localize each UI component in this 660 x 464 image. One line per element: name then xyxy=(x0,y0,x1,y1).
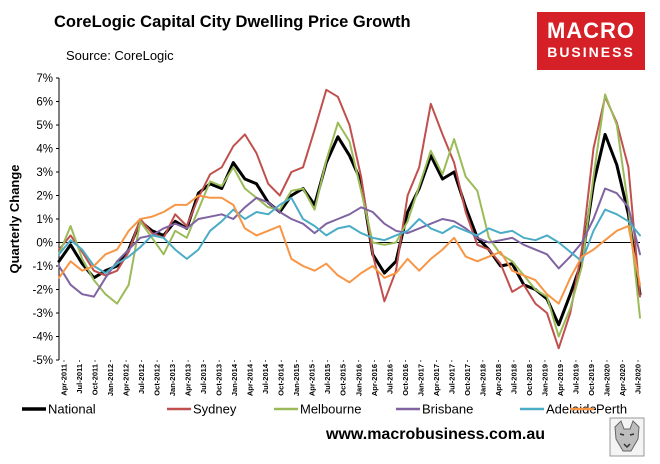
x-tick-label: Apr-2014 xyxy=(246,363,255,396)
x-tick-label: Jan-2013 xyxy=(168,364,177,396)
chart-subtitle: Source: CoreLogic xyxy=(66,48,174,63)
y-tick-label: 6% xyxy=(36,97,53,109)
y-tick-label: -3% xyxy=(33,308,53,320)
logo-line-1: MACRO xyxy=(546,18,636,43)
series-line-sydney xyxy=(58,88,641,350)
x-tick-label: Oct-2012 xyxy=(153,364,162,396)
x-tick-label: Apr-2011 xyxy=(60,364,69,396)
logo-line-2: BUSINESS xyxy=(547,44,635,60)
x-tick-label: Apr-2015 xyxy=(308,364,317,396)
legend-label-brisbane: Brisbane xyxy=(422,402,473,417)
x-tick-label: Jan-2019 xyxy=(540,364,549,396)
y-axis-label: Quarterly Change xyxy=(7,164,22,273)
legend-label-sydney: Sydney xyxy=(193,402,237,417)
legend-label-perth: Perth xyxy=(596,402,627,417)
x-tick-label: Apr-2016 xyxy=(370,364,379,396)
x-tick-label: Apr-2019 xyxy=(556,364,565,396)
wolf-icon xyxy=(609,417,645,457)
x-tick-label: Apr-2012 xyxy=(122,364,131,396)
x-tick-label: Oct-2013 xyxy=(215,364,224,396)
x-tick-label: Jan-2017 xyxy=(416,364,425,396)
x-tick-label: Oct-2011 xyxy=(91,364,100,395)
legend-label-national: National xyxy=(48,402,96,417)
y-tick-label: -2% xyxy=(33,285,53,297)
series-line-perth xyxy=(58,194,641,305)
website-url: www.macrobusiness.com.au xyxy=(326,426,546,443)
series-line-melbourne xyxy=(58,93,641,338)
x-tick-label: Apr-2020 xyxy=(618,364,627,396)
y-tick-label: -4% xyxy=(33,332,53,344)
x-tick-label: Jan-2016 xyxy=(354,364,363,396)
x-tick-label: Jul-2020 xyxy=(634,364,643,394)
y-tick-label: 4% xyxy=(36,144,53,156)
x-tick-label: Jul-2017 xyxy=(447,364,456,394)
x-tick-label: Oct-2019 xyxy=(587,364,596,396)
series-line-brisbane xyxy=(58,187,641,298)
y-tick-label: 2% xyxy=(36,191,53,203)
x-tick-label: Oct-2015 xyxy=(339,364,348,396)
x-tick-label: Oct-2018 xyxy=(525,364,534,396)
x-tick-label: Jul-2011 xyxy=(75,364,84,394)
x-tick-label: Jul-2016 xyxy=(385,364,394,394)
macrobusiness-logo: MACRO BUSINESS xyxy=(537,12,645,70)
x-tick-label: Jul-2018 xyxy=(509,364,518,394)
x-tick-label: Jan-2014 xyxy=(230,363,239,396)
x-tick-label: Apr-2013 xyxy=(184,364,193,396)
x-tick-label: Apr-2017 xyxy=(432,364,441,396)
y-tick-label: 7% xyxy=(36,73,53,85)
x-tick-label: Apr-2018 xyxy=(494,364,503,396)
y-tick-label: -5% xyxy=(33,355,53,367)
chart-title: CoreLogic Capital City Dwelling Price Gr… xyxy=(54,13,411,31)
x-tick-label: Jul-2019 xyxy=(571,364,580,394)
x-tick-label: Oct-2016 xyxy=(401,364,410,396)
y-tick-label: 5% xyxy=(36,120,53,132)
x-tick-label: Jan-2020 xyxy=(602,364,611,396)
legend-label-melbourne: Melbourne xyxy=(300,402,361,417)
x-tick-label: Oct-2014 xyxy=(277,363,286,396)
x-tick-label: Oct-2017 xyxy=(463,364,472,396)
x-tick-label: Jan-2012 xyxy=(106,364,115,396)
x-tick-label: Jul-2015 xyxy=(323,364,332,394)
x-tick-label: Jul-2014 xyxy=(261,363,270,394)
x-tick-label: Jan-2015 xyxy=(292,364,301,396)
y-tick-label: 0% xyxy=(36,238,53,250)
x-tick-label: Jan-2018 xyxy=(478,364,487,396)
y-tick-label: 1% xyxy=(36,214,53,226)
x-tick-label: Jul-2012 xyxy=(137,364,146,394)
y-tick-label: -1% xyxy=(33,261,53,273)
x-tick-label: Jul-2013 xyxy=(199,364,208,394)
series-line-adelaide xyxy=(58,196,641,275)
y-tick-label: 3% xyxy=(36,167,53,179)
